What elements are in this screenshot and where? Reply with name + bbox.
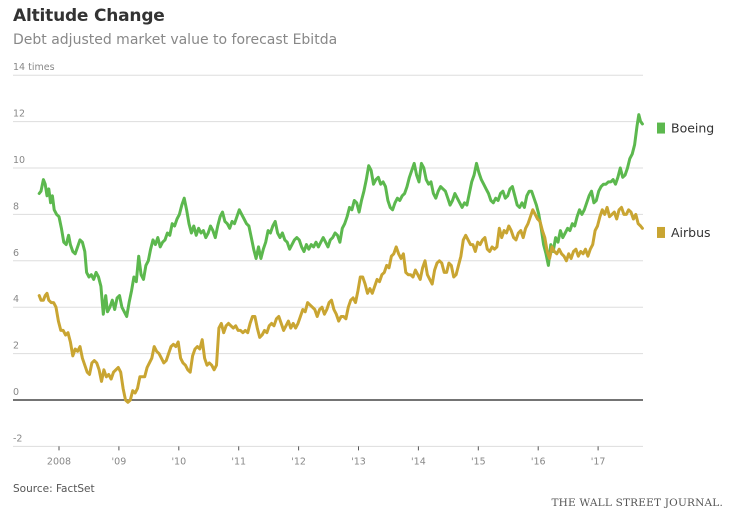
y-tick-label: 6 bbox=[13, 248, 19, 259]
legend-label-airbus: Airbus bbox=[671, 225, 711, 240]
source-note: Source: FactSet bbox=[13, 483, 95, 495]
legend-swatch-airbus bbox=[657, 226, 665, 238]
x-tick-label: '15 bbox=[471, 456, 486, 467]
x-tick-label: '16 bbox=[531, 456, 546, 467]
x-tick-label: '17 bbox=[591, 456, 606, 467]
x-tick-label: '10 bbox=[171, 456, 186, 467]
y-tick-label: 14 times bbox=[13, 62, 55, 73]
y-tick-label: 2 bbox=[13, 341, 19, 352]
y-tick-label: -2 bbox=[13, 433, 22, 444]
x-tick-label: '14 bbox=[411, 456, 426, 467]
series-line-airbus bbox=[37, 205, 644, 404]
x-axis: 2008 '09 '10 '11 '12 '13 '14 '15 '16 '17 bbox=[47, 446, 606, 467]
y-tick-label: 10 bbox=[13, 155, 25, 166]
y-tick-label: 0 bbox=[13, 387, 19, 398]
x-tick-label: 2008 bbox=[47, 456, 71, 467]
legend-label-boeing: Boeing bbox=[671, 121, 714, 136]
chart-title: Altitude Change bbox=[13, 6, 165, 26]
x-tick-label: '12 bbox=[291, 456, 306, 467]
y-tick-label: 12 bbox=[13, 109, 25, 120]
x-tick-label: '11 bbox=[231, 456, 246, 467]
series-line-boeing bbox=[37, 113, 644, 318]
legend: Boeing Airbus bbox=[657, 121, 714, 240]
y-tick-label: 8 bbox=[13, 201, 19, 212]
publisher-brand: THE WALL STREET JOURNAL. bbox=[551, 497, 723, 509]
gridlines: 14 times 12 10 8 6 4 2 0 -2 bbox=[13, 62, 643, 447]
y-tick-label: 4 bbox=[13, 294, 19, 305]
legend-swatch-boeing bbox=[657, 122, 665, 134]
x-tick-label: '09 bbox=[112, 456, 127, 467]
chart-subtitle: Debt adjusted market value to forecast E… bbox=[13, 32, 338, 48]
series-lines bbox=[37, 113, 644, 404]
x-tick-label: '13 bbox=[351, 456, 366, 467]
